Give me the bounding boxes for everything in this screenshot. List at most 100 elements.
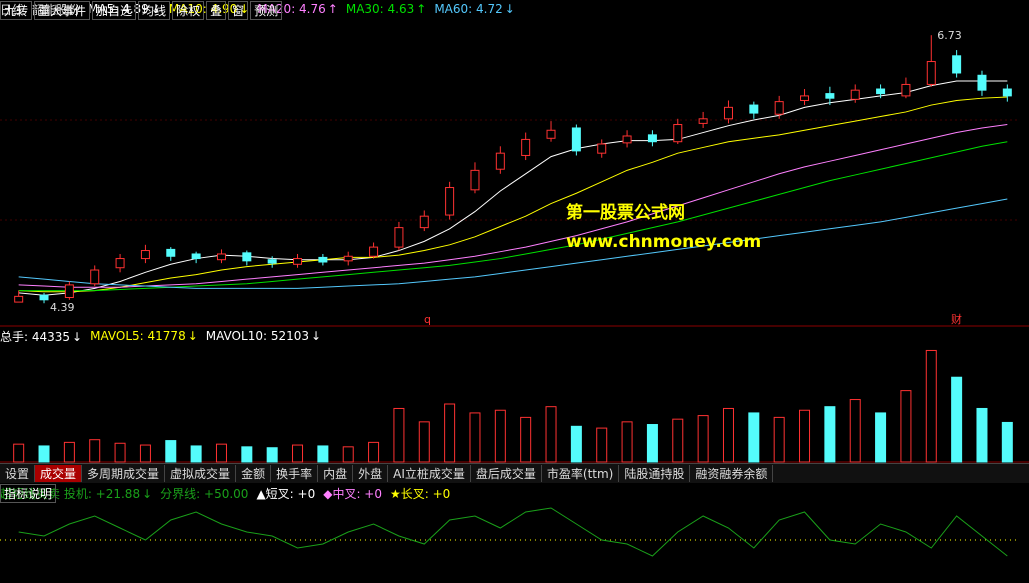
stock-name: 韶能股份 [32, 2, 81, 17]
tab[interactable]: 盘后成交量 [471, 465, 542, 482]
candle-body [267, 259, 277, 264]
candle-body [343, 255, 353, 262]
tab[interactable]: 换手率 [271, 465, 319, 482]
candle-body [14, 295, 24, 303]
tab[interactable]: 多周期成交量 [82, 465, 166, 482]
tab[interactable]: 陆股通持股 [619, 465, 691, 482]
tab[interactable]: 虚拟成交量 [165, 465, 237, 482]
volume-bar [241, 446, 253, 463]
legend-text: 总手: 44335 [0, 329, 71, 344]
candle-body [191, 253, 201, 260]
legend-item: 超短线买卖 投机: +21.88 ↓ [0, 485, 152, 502]
candle-body [546, 129, 556, 139]
legend-arrow: ↑ [416, 2, 427, 16]
volume-bar [520, 416, 532, 463]
volume-bar [342, 446, 354, 463]
watermark: www.chnmoney.com [566, 232, 762, 252]
candle-body [952, 55, 962, 74]
volume-bar [646, 424, 658, 463]
candle-body [90, 269, 100, 285]
period[interactable]: 日线 [0, 2, 25, 17]
candle-body [825, 93, 835, 99]
volume-bar [951, 376, 963, 463]
candle-body [64, 284, 74, 299]
low-label: 4.39 [50, 301, 75, 314]
toolbar: 九转 重大事件 加自选 均线 除权叠窗预测 [0, 0, 1029, 20]
event-mark: q [424, 313, 431, 326]
volume-bar [722, 407, 734, 463]
tab[interactable]: 内盘 [318, 465, 354, 482]
candle-body [597, 143, 607, 154]
legend-arrow: ↓ [239, 2, 250, 16]
legend-item: MAVOL5: 41778 ↓ [90, 329, 198, 343]
legend-text: MAVOL5: 41778 [90, 329, 186, 343]
volume-bar [266, 447, 278, 463]
candle-body [39, 294, 49, 301]
tab[interactable]: 金额 [236, 465, 272, 482]
toolbar-button[interactable]: 重大事件 [34, 0, 91, 20]
volume-bar [165, 440, 177, 463]
ma-line [18, 124, 1008, 288]
legend-text: ▲短叉: +0 [256, 486, 316, 501]
candle-body [369, 246, 379, 257]
volume-bar [368, 441, 380, 463]
tab[interactable]: AI立桩成交量 [388, 465, 471, 482]
candle-body [647, 134, 657, 143]
candle-body [419, 215, 429, 229]
legend-text: ★长叉: +0 [390, 486, 451, 501]
legend-item: MA20: 4.76 ↑ [257, 2, 337, 16]
legend-item: MAVOL10: 52103 ↓ [206, 329, 321, 343]
candle-body [1002, 88, 1012, 97]
volume-bar [494, 409, 506, 463]
legend-text: MA30: 4.63 [345, 2, 415, 16]
candle-body [318, 256, 328, 263]
toolbar-button[interactable]: 窗 [228, 0, 249, 20]
tab[interactable]: 设置 [0, 465, 36, 482]
toolbar-button[interactable]: 预测 [250, 0, 283, 20]
candle-body [774, 101, 784, 115]
tab[interactable]: 外盘 [353, 465, 389, 482]
top-bar: 日线 韶能股份 MA5: 4.89 ↓ MA10: 4.90 ↓ MA20: 4.76 ↑… [0, 0, 1029, 18]
candle-body [749, 104, 759, 114]
candle-body [926, 61, 936, 85]
tab[interactable]: 成交量 [35, 465, 83, 482]
candle-body [901, 83, 911, 97]
legend-text: MA60: 4.72 [434, 2, 503, 16]
tab[interactable]: 市盈率(ttm) [542, 465, 620, 482]
toolbar-button[interactable]: 除权 [172, 0, 205, 20]
toolbar-button[interactable]: 加自选 [92, 0, 137, 20]
candle-body [698, 118, 708, 124]
legend-item: ▲短叉: +0 [256, 485, 315, 502]
candle-body [495, 152, 505, 170]
tab-bar: 设置 成交量 多周期成交量 虚拟成交量 金额 换手率 内盘 外盘 AI立桩成交量 盘后成交量 市盈率… [0, 463, 1029, 483]
legend-text: 超短线买卖 投机: +21.88 [0, 486, 141, 501]
toolbar-button[interactable]: 均线 [138, 0, 171, 20]
candle-body [470, 169, 480, 191]
volume-bar [570, 425, 582, 463]
candle-body [394, 227, 404, 248]
legend-text: 分界线: +50.00 [160, 486, 249, 501]
legend-arrow: ↓ [72, 329, 83, 344]
volume-bar [89, 439, 101, 463]
volume-bar [393, 407, 405, 463]
tab[interactable]: 融资融券余额 [690, 465, 774, 482]
volume-bar [799, 409, 811, 463]
candle-body [115, 258, 125, 269]
candle-body [876, 88, 886, 95]
toolbar-button[interactable]: 九转 [0, 0, 33, 20]
high-label: 6.73 [937, 29, 962, 42]
candle-body [445, 187, 455, 216]
help-button[interactable]: 指标说明 [0, 483, 57, 503]
legend-item: 分界线: +50.00 [160, 485, 248, 502]
volume-bar [13, 443, 25, 463]
ma-line [18, 80, 1008, 296]
volume-bar [469, 412, 481, 463]
volume-bar [292, 444, 304, 463]
volume-bar [621, 421, 633, 463]
candle-body [166, 248, 176, 257]
ma-line [18, 96, 1008, 293]
toolbar-button[interactable]: 叠 [206, 0, 227, 20]
volume-bar [875, 412, 887, 463]
